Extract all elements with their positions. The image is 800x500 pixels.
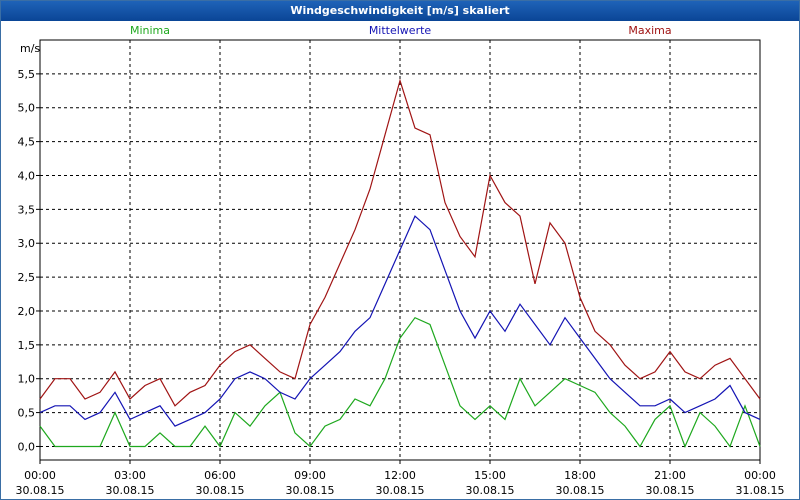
y-tick-label: 1,0 bbox=[18, 373, 36, 386]
y-axis-ticks: 0,0 0,5 1,0 1,5 2,0 2,5 3,0 3,5 4,0 4,5 5,0 5,5 bbox=[18, 68, 40, 453]
legend: Minima Mittelwerte Maxima bbox=[130, 24, 672, 37]
series-lines bbox=[39, 78, 761, 449]
legend-item-mittelwerte: Mittelwerte bbox=[369, 24, 432, 37]
legend-item-minima: Minima bbox=[130, 24, 170, 37]
x-tick-date: 30.08.15 bbox=[466, 484, 515, 497]
x-tick-time: 09:00 bbox=[294, 469, 326, 482]
x-tick-time: 21:00 bbox=[654, 469, 686, 482]
x-tick-date: 30.08.15 bbox=[16, 484, 65, 497]
x-tick-date: 30.08.15 bbox=[646, 484, 695, 497]
y-tick-label: 2,0 bbox=[18, 305, 36, 318]
x-tick-date: 31.08.15 bbox=[736, 484, 785, 497]
series-line-minima bbox=[39, 316, 761, 449]
y-tick-label: 4,0 bbox=[18, 169, 36, 182]
y-tick-label: 3,5 bbox=[18, 203, 36, 216]
x-tick-date: 30.08.15 bbox=[106, 484, 155, 497]
x-tick-date: 30.08.15 bbox=[286, 484, 335, 497]
series-line-maxima bbox=[39, 78, 761, 407]
series-line-mittelwerte bbox=[39, 215, 761, 427]
y-tick-label: 1,5 bbox=[18, 339, 36, 352]
x-tick-time: 00:00 bbox=[744, 469, 776, 482]
x-tick-time: 06:00 bbox=[204, 469, 236, 482]
x-tick-date: 30.08.15 bbox=[556, 484, 605, 497]
y-tick-label: 5,5 bbox=[18, 68, 36, 81]
x-tick-time: 03:00 bbox=[114, 469, 146, 482]
x-tick-date: 30.08.15 bbox=[196, 484, 245, 497]
y-tick-label: 2,5 bbox=[18, 271, 36, 284]
y-tick-label: 3,0 bbox=[18, 237, 36, 250]
x-tick-date: 30.08.15 bbox=[376, 484, 425, 497]
x-tick-time: 12:00 bbox=[384, 469, 416, 482]
y-axis-label: m/s bbox=[20, 42, 40, 55]
window-title: Windgeschwindigkeit [m/s] skaliert bbox=[1, 1, 799, 21]
x-tick-time: 15:00 bbox=[474, 469, 506, 482]
x-tick-time: 18:00 bbox=[564, 469, 596, 482]
y-tick-label: 0,5 bbox=[18, 407, 36, 420]
y-tick-label: 0,0 bbox=[18, 440, 36, 453]
y-tick-label: 4,5 bbox=[18, 136, 36, 149]
legend-item-maxima: Maxima bbox=[628, 24, 671, 37]
x-axis-ticks: 00:00 30.08.15 03:00 30.08.15 06:00 30.08.15 0… bbox=[16, 460, 785, 497]
x-tick-time: 00:00 bbox=[24, 469, 56, 482]
y-tick-label: 5,0 bbox=[18, 102, 36, 115]
